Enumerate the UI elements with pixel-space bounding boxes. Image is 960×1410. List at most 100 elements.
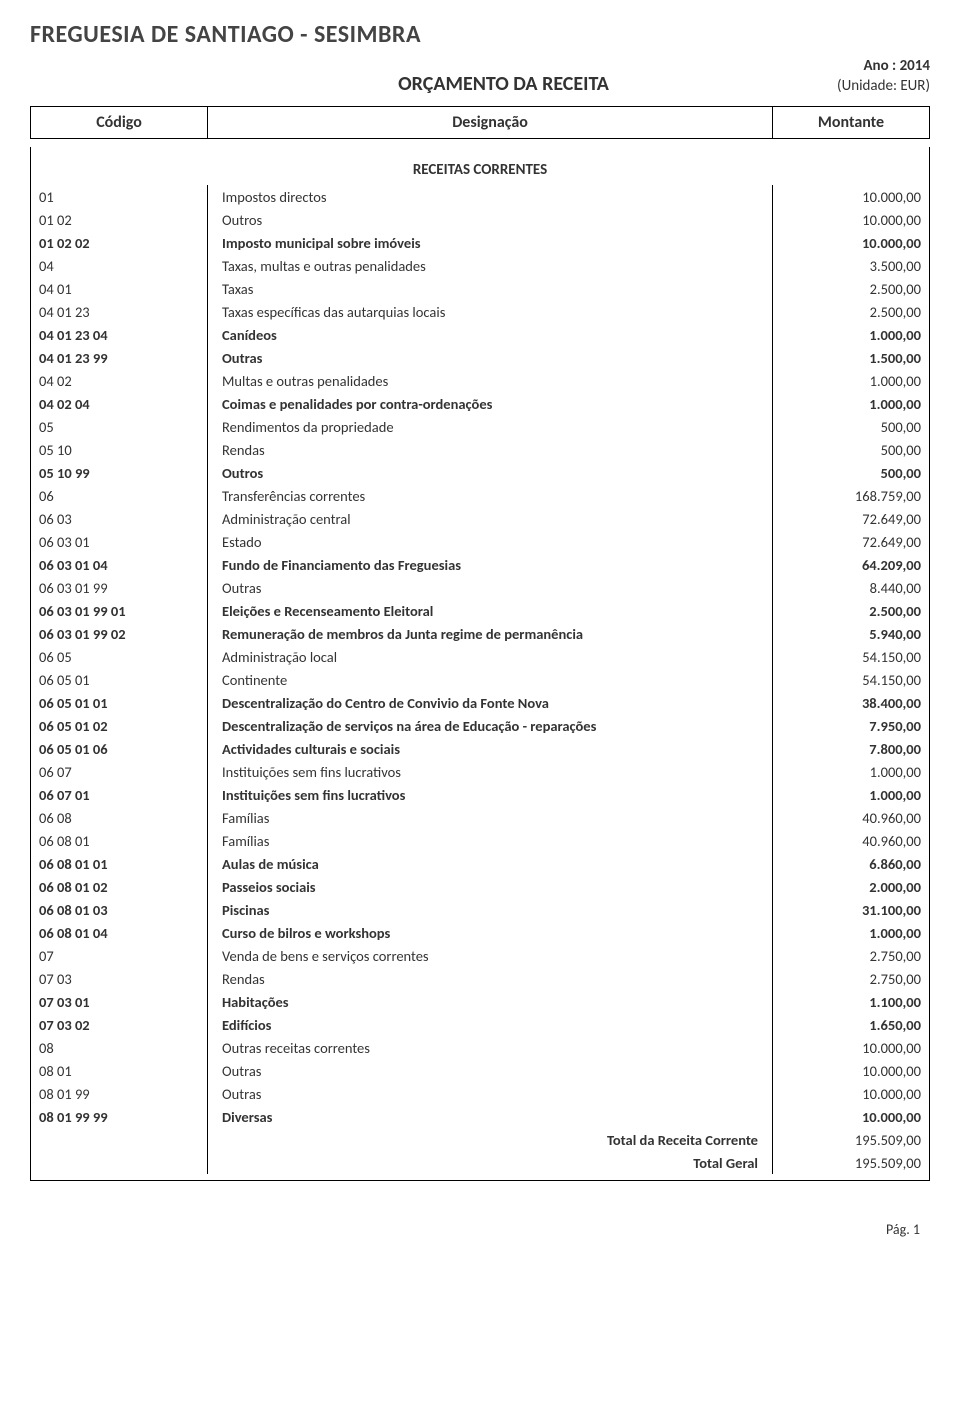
- table-row: 06 08 01Famílias40.960,00: [31, 829, 929, 852]
- table-row: 06 05 01 02Descentralização de serviços …: [31, 714, 929, 737]
- total-row: Total da Receita Corrente195.509,00: [31, 1128, 929, 1151]
- cell-code: 06 03 01: [31, 530, 208, 553]
- cell-desc: Transferências correntes: [208, 484, 773, 507]
- cell-code: 06 03 01 04: [31, 553, 208, 576]
- cell-desc: Canídeos: [208, 323, 773, 346]
- cell-desc: Estado: [208, 530, 773, 553]
- table-row: 04 02 04Coimas e penalidades por contra-…: [31, 392, 929, 415]
- cell-code: 01: [31, 185, 208, 208]
- cell-desc: Edifícios: [208, 1013, 773, 1036]
- cell-code: 01 02: [31, 208, 208, 231]
- cell-code: 04 01: [31, 277, 208, 300]
- cell-desc: Outras: [208, 576, 773, 599]
- cell-desc: Famílias: [208, 806, 773, 829]
- cell-code: 06 08: [31, 806, 208, 829]
- cell-desc: Taxas, multas e outras penalidades: [208, 254, 773, 277]
- cell-desc: Outros: [208, 461, 773, 484]
- cell-amount: 72.649,00: [773, 507, 930, 530]
- cell-code: 06 05 01 06: [31, 737, 208, 760]
- cell-desc: Curso de bilros e workshops: [208, 921, 773, 944]
- cell-code: [31, 1128, 208, 1151]
- cell-code: 04 02: [31, 369, 208, 392]
- cell-amount: 38.400,00: [773, 691, 930, 714]
- table-row: 06 03 01 99Outras8.440,00: [31, 576, 929, 599]
- table-row: 06Transferências correntes168.759,00: [31, 484, 929, 507]
- year-label: Ano : 2014: [837, 57, 930, 77]
- cell-code: 05 10 99: [31, 461, 208, 484]
- table-row: 08 01Outras10.000,00: [31, 1059, 929, 1082]
- cell-amount: 3.500,00: [773, 254, 930, 277]
- table-row: 07 03 02Edifícios1.650,00: [31, 1013, 929, 1036]
- cell-amount: 10.000,00: [773, 231, 930, 254]
- table-row: 06 08 01 03Piscinas31.100,00: [31, 898, 929, 921]
- table-row: 06 05 01 01Descentralização do Centro de…: [31, 691, 929, 714]
- table-row: 06 07 01Instituições sem fins lucrativos…: [31, 783, 929, 806]
- cell-amount: 500,00: [773, 461, 930, 484]
- cell-desc: Rendas: [208, 438, 773, 461]
- cell-desc: Continente: [208, 668, 773, 691]
- cell-code: 06 08 01 01: [31, 852, 208, 875]
- cell-code: 08 01 99 99: [31, 1105, 208, 1128]
- table-row: 06 08 01 01Aulas de música6.860,00: [31, 852, 929, 875]
- cell-amount: 1.000,00: [773, 369, 930, 392]
- table-row: 05 10Rendas500,00: [31, 438, 929, 461]
- cell-code: 06 03 01 99 02: [31, 622, 208, 645]
- cell-code: 07 03 02: [31, 1013, 208, 1036]
- cell-desc: Instituições sem fins lucrativos: [208, 760, 773, 783]
- cell-desc: Imposto municipal sobre imóveis: [208, 231, 773, 254]
- cell-amount: 6.860,00: [773, 852, 930, 875]
- total-label: Total Geral: [208, 1151, 773, 1174]
- cell-desc: Eleições e Recenseamento Eleitoral: [208, 599, 773, 622]
- document-title: ORÇAMENTO DA RECEITA: [170, 72, 837, 96]
- cell-desc: Taxas específicas das autarquias locais: [208, 300, 773, 323]
- year-unit-block: Ano : 2014 (Unidade: EUR): [837, 57, 930, 96]
- cell-amount: 10.000,00: [773, 1082, 930, 1105]
- subheader-row: ORÇAMENTO DA RECEITA Ano : 2014 (Unidade…: [30, 57, 930, 96]
- cell-amount: 1.100,00: [773, 990, 930, 1013]
- cell-desc: Instituições sem fins lucrativos: [208, 783, 773, 806]
- table-row: 07 03Rendas2.750,00: [31, 967, 929, 990]
- cell-amount: 2.500,00: [773, 300, 930, 323]
- table-row: 08Outras receitas correntes10.000,00: [31, 1036, 929, 1059]
- cell-code: 08: [31, 1036, 208, 1059]
- cell-desc: Outras: [208, 346, 773, 369]
- table-row: 01Impostos directos10.000,00: [31, 185, 929, 208]
- table-row: 04 01 23Taxas específicas das autarquias…: [31, 300, 929, 323]
- table-body-wrap: RECEITAS CORRENTES 01Impostos directos10…: [30, 147, 930, 1181]
- col-header-code: Código: [31, 107, 208, 139]
- column-header-table: Código Designação Montante: [30, 106, 930, 139]
- cell-desc: Administração central: [208, 507, 773, 530]
- cell-desc: Passeios sociais: [208, 875, 773, 898]
- table-row: 04 01 23 99Outras1.500,00: [31, 346, 929, 369]
- cell-amount: 1.000,00: [773, 783, 930, 806]
- table-row: 06 05 01 06Actividades culturais e socia…: [31, 737, 929, 760]
- cell-desc: Outras receitas correntes: [208, 1036, 773, 1059]
- cell-amount: 2.000,00: [773, 875, 930, 898]
- cell-desc: Taxas: [208, 277, 773, 300]
- budget-table: 01Impostos directos10.000,0001 02Outros1…: [31, 185, 929, 1174]
- cell-amount: 2.500,00: [773, 277, 930, 300]
- total-amount: 195.509,00: [773, 1151, 930, 1174]
- cell-amount: 168.759,00: [773, 484, 930, 507]
- table-row: 04 01Taxas2.500,00: [31, 277, 929, 300]
- table-row: 06 08Famílias40.960,00: [31, 806, 929, 829]
- cell-code: 06 05: [31, 645, 208, 668]
- table-row: 04Taxas, multas e outras penalidades3.50…: [31, 254, 929, 277]
- cell-amount: 40.960,00: [773, 806, 930, 829]
- cell-code: 07 03 01: [31, 990, 208, 1013]
- cell-desc: Aulas de música: [208, 852, 773, 875]
- cell-desc: Outros: [208, 208, 773, 231]
- table-row: 06 03 01 04Fundo de Financiamento das Fr…: [31, 553, 929, 576]
- cell-desc: Venda de bens e serviços correntes: [208, 944, 773, 967]
- cell-code: 06 05 01 01: [31, 691, 208, 714]
- table-row: 05 10 99Outros500,00: [31, 461, 929, 484]
- cell-desc: Coimas e penalidades por contra-ordenaçõ…: [208, 392, 773, 415]
- table-row: 06 05Administração local54.150,00: [31, 645, 929, 668]
- table-row: 06 08 01 04Curso de bilros e workshops1.…: [31, 921, 929, 944]
- cell-code: 04 02 04: [31, 392, 208, 415]
- cell-amount: 5.940,00: [773, 622, 930, 645]
- table-row: 06 07Instituições sem fins lucrativos1.0…: [31, 760, 929, 783]
- cell-code: 04 01 23 04: [31, 323, 208, 346]
- cell-code: 06 03: [31, 507, 208, 530]
- entity-title: FREGUESIA DE SANTIAGO - SESIMBRA: [30, 20, 930, 49]
